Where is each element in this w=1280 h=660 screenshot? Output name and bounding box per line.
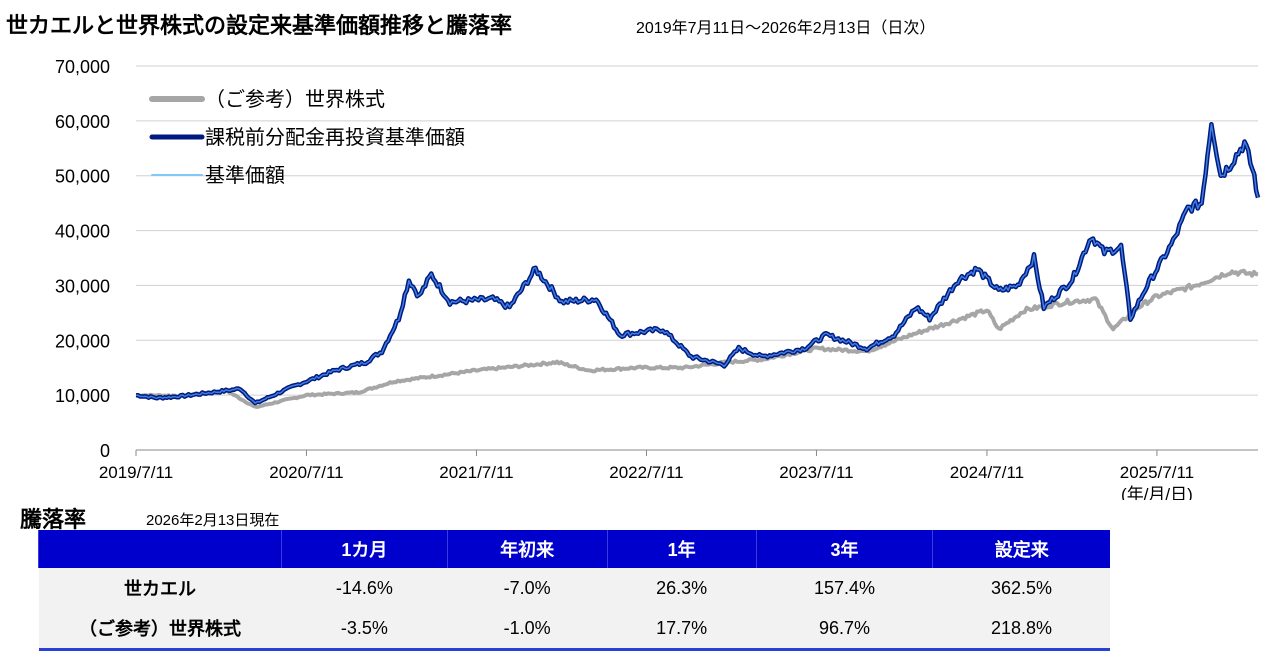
performance-title: 騰落率 bbox=[20, 507, 87, 532]
legend-label: 基準価額 bbox=[205, 164, 285, 187]
header-cell: 1カ月 bbox=[281, 530, 448, 568]
header-cell: 年初来 bbox=[446, 530, 608, 568]
header-cell bbox=[38, 530, 282, 568]
line-chart: 0 10,000 20,000 30,000 40,000 50,000 60,000 70,… bbox=[55, 57, 1261, 500]
x-tick-label: 2024/7/11 bbox=[950, 463, 1024, 482]
series-line-world-stocks bbox=[135, 268, 1259, 409]
y-tick-label: 70,000 bbox=[55, 57, 110, 77]
y-tick-label: 30,000 bbox=[55, 276, 110, 296]
table-cell: 218.8% bbox=[932, 608, 1110, 651]
legend-label: 課税前分配金再投資基準価額 bbox=[205, 126, 465, 149]
performance-date: 2026年2月13日現在 bbox=[146, 512, 280, 529]
legend-label: （ご参考）世界株式 bbox=[205, 88, 385, 111]
header-cell: 3年 bbox=[755, 530, 933, 568]
y-tick-label: 0 bbox=[100, 441, 110, 461]
table-cell: 96.7% bbox=[756, 608, 933, 651]
row-label: 世カエル bbox=[38, 568, 282, 608]
chart-title: 世カエルと世界株式の設定来基準価額推移と騰落率 bbox=[6, 13, 513, 38]
row-label: （ご参考）世界株式 bbox=[38, 608, 282, 651]
table-cell: 362.5% bbox=[932, 568, 1110, 608]
series-line-reinvested-nav bbox=[135, 121, 1261, 406]
x-tick-label: 2025/7/11 bbox=[1120, 463, 1194, 482]
y-tick-label: 10,000 bbox=[55, 386, 110, 406]
header-cell: 設定来 bbox=[932, 530, 1110, 568]
table-row: 世カエル -14.6% -7.0% 26.3% 157.4% 362.5% bbox=[38, 568, 1110, 608]
x-tick-label: 2020/7/11 bbox=[269, 463, 343, 482]
y-tick-label: 60,000 bbox=[55, 112, 110, 132]
table-cell: -14.6% bbox=[281, 568, 448, 608]
y-tick-label: 50,000 bbox=[55, 167, 110, 187]
y-tick-label: 20,000 bbox=[55, 331, 110, 351]
table-cell: 157.4% bbox=[756, 568, 933, 608]
table-row: （ご参考）世界株式 -3.5% -1.0% 17.7% 96.7% 218.8% bbox=[38, 608, 1110, 651]
x-tick-label: 2019/7/11 bbox=[99, 463, 173, 482]
x-axis-label: (年/月/日) bbox=[1121, 485, 1193, 500]
table-cell: -3.5% bbox=[281, 608, 448, 651]
chart-subtitle: 2019年7月11日～2026年2月13日（日次） bbox=[636, 20, 936, 37]
header-cell: 1年 bbox=[606, 530, 757, 568]
x-tick-label: 2021/7/11 bbox=[439, 463, 513, 482]
table-cell: 26.3% bbox=[607, 568, 757, 608]
x-tick-label: 2022/7/11 bbox=[609, 463, 683, 482]
table-header-row: 1カ月 年初来 1年 3年 設定来 bbox=[38, 530, 1110, 568]
table-cell: 17.7% bbox=[607, 608, 757, 651]
table-cell: -1.0% bbox=[447, 608, 608, 651]
x-tick-label: 2023/7/11 bbox=[779, 463, 853, 482]
series-line-nav bbox=[135, 123, 1259, 404]
table-cell: -7.0% bbox=[447, 568, 608, 608]
y-tick-label: 40,000 bbox=[55, 222, 110, 242]
performance-table: 1カ月 年初来 1年 3年 設定来 世カエル -14.6% -7.0% 26.3… bbox=[38, 530, 1110, 651]
